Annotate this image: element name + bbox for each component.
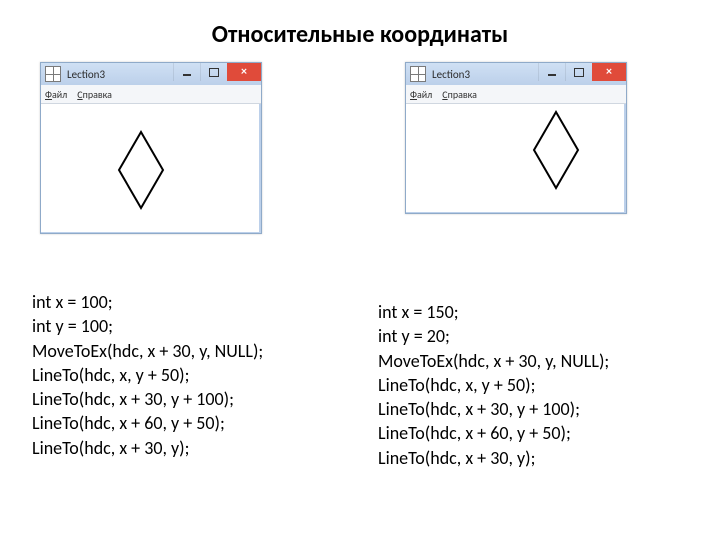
menubar-left: Файл Справка	[41, 85, 261, 104]
app-icon	[410, 66, 426, 82]
code-block-right: int x = 150; int y = 20; MoveToEx(hdc, x…	[378, 300, 609, 470]
client-area-right	[406, 104, 624, 212]
slide-title: Относительные координаты	[0, 20, 720, 49]
menu-file-left[interactable]: Файл	[45, 88, 67, 101]
window-left: Lection3 × Файл Справка	[40, 62, 262, 234]
menu-help-left[interactable]: Справка	[77, 88, 112, 101]
close-button[interactable]: ×	[227, 63, 261, 81]
maximize-button[interactable]	[565, 63, 592, 81]
rhombus-right	[406, 104, 624, 212]
menubar-right: Файл Справка	[406, 85, 626, 104]
titlebar-left: Lection3 ×	[41, 63, 261, 85]
window-controls-left: ×	[173, 63, 261, 81]
close-button[interactable]: ×	[592, 63, 626, 81]
window-right: Lection3 × Файл Справка	[405, 62, 627, 214]
client-area-left	[41, 104, 259, 232]
titlebar-right: Lection3 ×	[406, 63, 626, 85]
window-title-left: Lection3	[67, 68, 105, 81]
menu-help-right[interactable]: Справка	[442, 88, 477, 101]
app-icon	[45, 66, 61, 82]
rhombus-left	[41, 104, 259, 232]
menu-file-right[interactable]: Файл	[410, 88, 432, 101]
window-title-right: Lection3	[432, 68, 470, 81]
minimize-button[interactable]	[538, 63, 565, 81]
minimize-button[interactable]	[173, 63, 200, 81]
window-controls-right: ×	[538, 63, 626, 81]
maximize-button[interactable]	[200, 63, 227, 81]
code-block-left: int x = 100; int y = 100; MoveToEx(hdc, …	[32, 290, 263, 460]
